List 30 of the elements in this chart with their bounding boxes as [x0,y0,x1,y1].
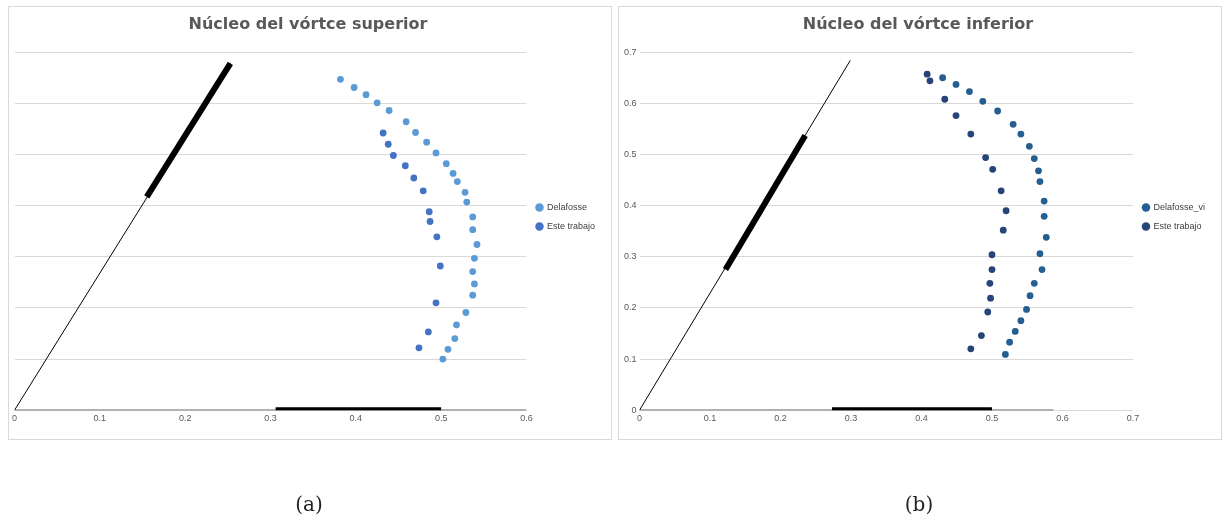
y-tick-label: 0.7 [624,46,637,57]
x-tick-label: 0.4 [915,413,928,424]
x-tick-label: 0.6 [1056,413,1069,424]
x-tick-label: 0.2 [178,413,192,424]
legend-label: Este trabajo [546,220,595,231]
x-tick-label: 0 [11,413,18,424]
x-tick-label: 0.7 [1126,413,1140,424]
x-tick-label: 0.1 [93,413,107,424]
legend-label: Delafosse_vi [1153,201,1206,212]
y-tick-label: 0.1 [624,353,637,364]
x-tick-label: 0.6 [520,413,533,424]
text: (a) [294,492,324,516]
text: (b) [903,492,935,516]
x-tick-label: 0.2 [774,413,787,424]
chart-title: Núcleo del vórtce inferior [802,13,1034,33]
legend-label: Este trabajo [1153,220,1202,231]
x-tick-label: 0.3 [264,413,277,424]
x-tick-label: 0.3 [844,413,858,424]
y-tick-label: 0.3 [624,251,637,262]
y-tick-label: 0.5 [624,148,637,159]
x-tick-label: 0.5 [985,413,999,424]
y-tick-label: 0.4 [624,200,637,211]
x-tick-label: 0.4 [349,413,363,424]
y-tick-label: 0.6 [624,97,637,108]
x-tick-label: 0.1 [703,413,717,424]
legend-label: Delafosse [546,201,587,212]
y-tick-label: 0 [631,404,637,415]
chart-title: Núcleo del vórtce superior [188,13,428,33]
x-tick-label: 0.5 [434,413,448,424]
y-tick-label: 0.2 [624,302,637,313]
